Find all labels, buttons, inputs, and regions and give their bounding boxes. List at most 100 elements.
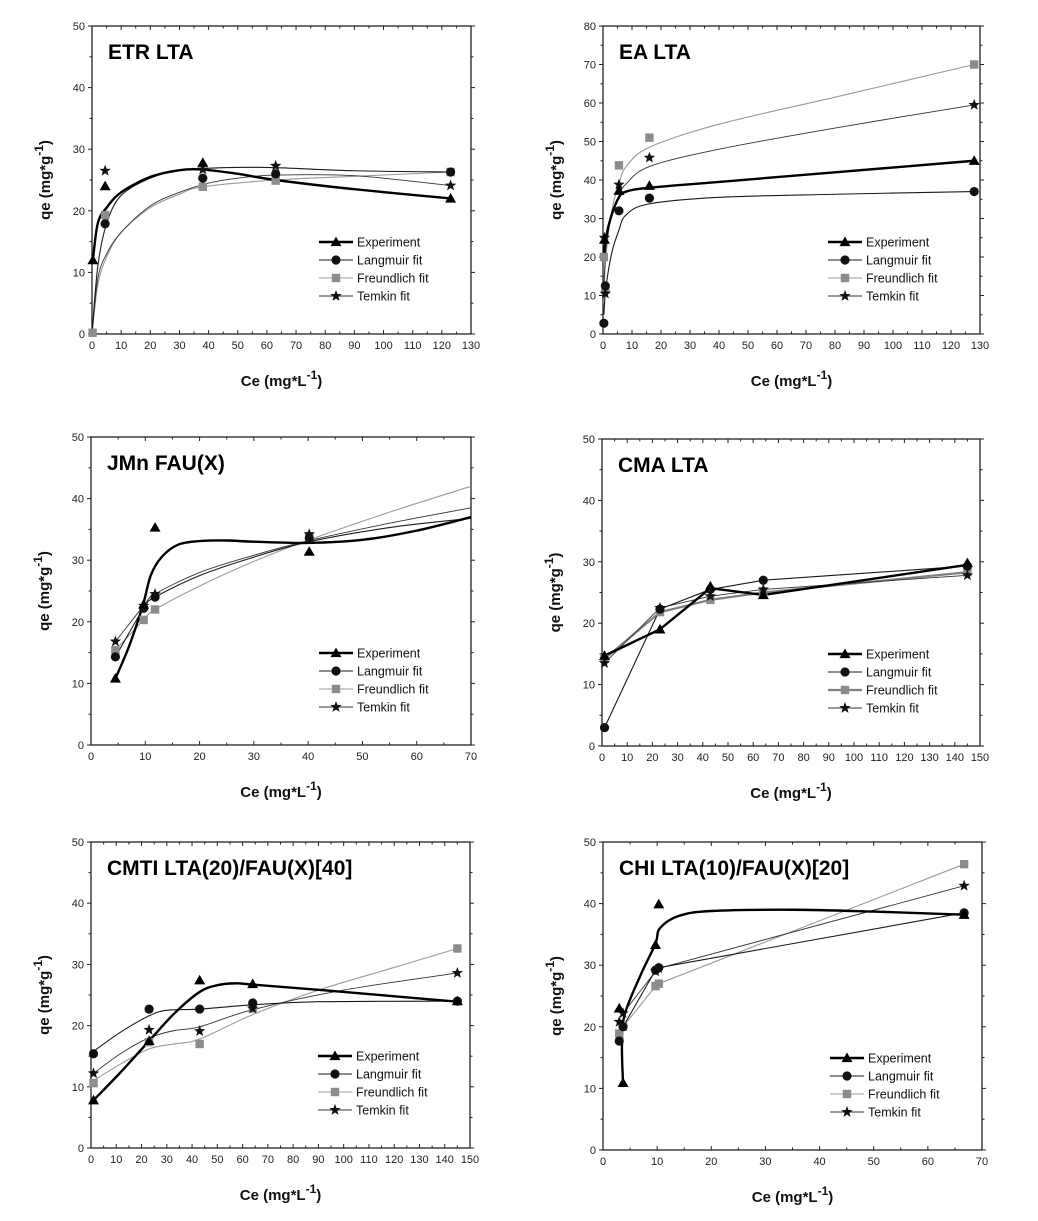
y-axis-title: qe (mg*g-1) <box>542 553 564 633</box>
x-tick-label: 10 <box>621 752 633 764</box>
legend-item-experiment: Experiment <box>318 1050 420 1064</box>
data-point-experiment <box>598 234 610 244</box>
legend-item-temkin-fit: Temkin fit <box>319 701 410 715</box>
series-line-langmuir-fit <box>114 517 471 658</box>
legend: Experiment Langmuir fit Freundlich fit Temk… <box>318 1050 428 1118</box>
x-tick-label: 20 <box>135 1154 147 1166</box>
data-point-langmuir-fit <box>644 193 655 203</box>
x-tick-label: 70 <box>262 1154 274 1166</box>
panel-etr-lta: 0 10 20 30 40 50 60 70 80 90 100 110 120 130 0 10 20 30 40… <box>32 21 480 390</box>
data-point-experiment <box>247 978 259 989</box>
data-point-experiment <box>958 909 970 919</box>
x-tick-label: 50 <box>742 340 754 352</box>
y-tick-label: 10 <box>72 1082 84 1094</box>
y-tick-label: 0 <box>78 1143 84 1155</box>
data-point-langmuir-fit <box>654 963 664 973</box>
legend-label: Temkin fit <box>868 1106 921 1120</box>
data-point-freundlich-fit <box>599 252 609 262</box>
legend-marker-langmuir-fit <box>840 255 850 265</box>
legend-marker-freundlich-fit <box>330 1087 340 1097</box>
data-point-langmuir-fit <box>758 575 768 585</box>
y-tick-label: 0 <box>590 1145 596 1157</box>
panel-cma-lta: 0 10 20 30 40 50 60 70 80 90 100 110 120 130 140 150 0 10… <box>542 434 989 802</box>
legend-marker-experiment <box>330 647 342 658</box>
x-tick-label: 30 <box>684 340 696 352</box>
data-point-experiment <box>149 522 161 532</box>
legend-item-langmuir-fit: Langmuir fit <box>319 254 423 268</box>
data-point-temkin-fit <box>704 590 717 602</box>
x-tick-label: 150 <box>971 752 989 764</box>
series-line-freundlich-fit <box>115 485 471 651</box>
legend-item-freundlich-fit: Freundlich fit <box>828 272 938 286</box>
x-tick-label: 0 <box>88 1154 94 1166</box>
legend-label: Experiment <box>356 1050 420 1064</box>
x-tick-label: 150 <box>461 1154 479 1166</box>
legend-label: Experiment <box>866 648 930 662</box>
x-tick-label: 20 <box>193 751 205 763</box>
legend-label: Experiment <box>868 1052 932 1066</box>
data-point-temkin-fit <box>958 879 970 891</box>
legend-label: Langmuir fit <box>357 254 423 268</box>
legend-marker-experiment <box>329 1050 341 1061</box>
x-tick-label: 20 <box>646 752 658 764</box>
legend-label: Langmuir fit <box>357 665 423 679</box>
data-point-experiment <box>445 192 457 203</box>
legend-label: Langmuir fit <box>356 1068 422 1082</box>
panel-chi-lta-10-fau-x-20: 0 10 20 30 40 50 60 70 0 10 20 30 40 50 Ce (mg*L-1) qe … <box>543 837 988 1206</box>
x-tick-label: 130 <box>971 340 989 352</box>
x-tick-label: 50 <box>211 1154 223 1166</box>
data-point-freundlich-fit <box>150 605 160 614</box>
y-tick-label: 10 <box>73 267 85 279</box>
legend-marker-experiment <box>839 648 851 659</box>
y-axis-title: qe (mg*g-1) <box>32 140 54 220</box>
legend-item-temkin-fit: Temkin fit <box>318 1104 409 1118</box>
x-tick-label: 120 <box>433 340 451 352</box>
legend-item-experiment: Experiment <box>319 647 421 661</box>
x-tick-label: 20 <box>705 1156 717 1168</box>
x-tick-label: 0 <box>89 340 95 352</box>
x-tick-label: 30 <box>248 751 260 763</box>
legend-item-langmuir-fit: Langmuir fit <box>828 254 932 268</box>
data-point-langmuir-fit <box>618 1022 628 1032</box>
x-tick-label: 50 <box>356 751 368 763</box>
y-tick-label: 50 <box>72 432 84 444</box>
data-point-langmuir-fit <box>969 186 979 197</box>
data-point-langmuir-fit <box>248 998 258 1008</box>
y-tick-label: 50 <box>73 21 85 33</box>
x-axis-title: Ce (mg*L-1) <box>240 1182 322 1204</box>
x-tick-label: 40 <box>186 1154 198 1166</box>
series-line-freundlich-fit <box>603 63 975 304</box>
legend-item-freundlich-fit: Freundlich fit <box>318 1086 428 1100</box>
plot-frame <box>90 841 471 1149</box>
data-point-langmuir-fit <box>600 281 610 291</box>
data-point-langmuir-fit <box>110 652 121 662</box>
legend-label: Freundlich fit <box>868 1088 940 1102</box>
data-point-freundlich-fit <box>959 859 969 869</box>
y-tick-label: 10 <box>584 1083 596 1095</box>
x-tick-label: 60 <box>236 1154 248 1166</box>
legend: Experiment Langmuir fit Freundlich fit Temk… <box>319 647 429 715</box>
data-point-experiment <box>138 599 150 609</box>
legend-item-freundlich-fit: Freundlich fit <box>828 684 938 698</box>
y-tick-label: 50 <box>72 837 84 849</box>
x-tick-label: 80 <box>319 340 331 352</box>
data-point-langmuir-fit <box>144 1004 154 1014</box>
data-point-temkin-fit <box>613 1015 625 1027</box>
panel-cmti-lta-20-fau-x-40: 0 10 20 30 40 50 60 70 80 90 100 110 120 130 140 150 0 10… <box>31 837 479 1204</box>
x-tick-label: 20 <box>655 340 667 352</box>
legend-label: Temkin fit <box>356 1104 409 1118</box>
data-point-temkin-fit <box>193 1025 206 1036</box>
x-tick-label: 130 <box>410 1154 428 1166</box>
y-tick-label: 30 <box>584 214 596 226</box>
series-line-experiment <box>92 167 451 261</box>
x-axis-title: Ce (mg*L-1) <box>241 368 323 390</box>
data-point-freundlich-fit <box>198 182 207 191</box>
x-tick-label: 90 <box>858 340 870 352</box>
data-point-freundlich-fit <box>453 944 462 953</box>
data-point-temkin-fit <box>109 635 122 647</box>
data-point-freundlich-fit <box>271 176 280 185</box>
x-tick-label: 140 <box>946 752 964 764</box>
x-tick-label: 100 <box>884 340 902 352</box>
data-point-freundlich-fit <box>970 60 979 69</box>
legend-item-freundlich-fit: Freundlich fit <box>319 272 429 286</box>
